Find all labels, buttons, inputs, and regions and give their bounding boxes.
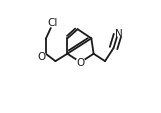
Circle shape — [47, 18, 58, 28]
Circle shape — [115, 30, 123, 37]
Circle shape — [37, 52, 46, 61]
Text: N: N — [115, 28, 123, 38]
Text: Cl: Cl — [47, 18, 58, 28]
Circle shape — [76, 58, 85, 67]
Text: O: O — [76, 58, 85, 68]
Text: O: O — [37, 52, 45, 61]
